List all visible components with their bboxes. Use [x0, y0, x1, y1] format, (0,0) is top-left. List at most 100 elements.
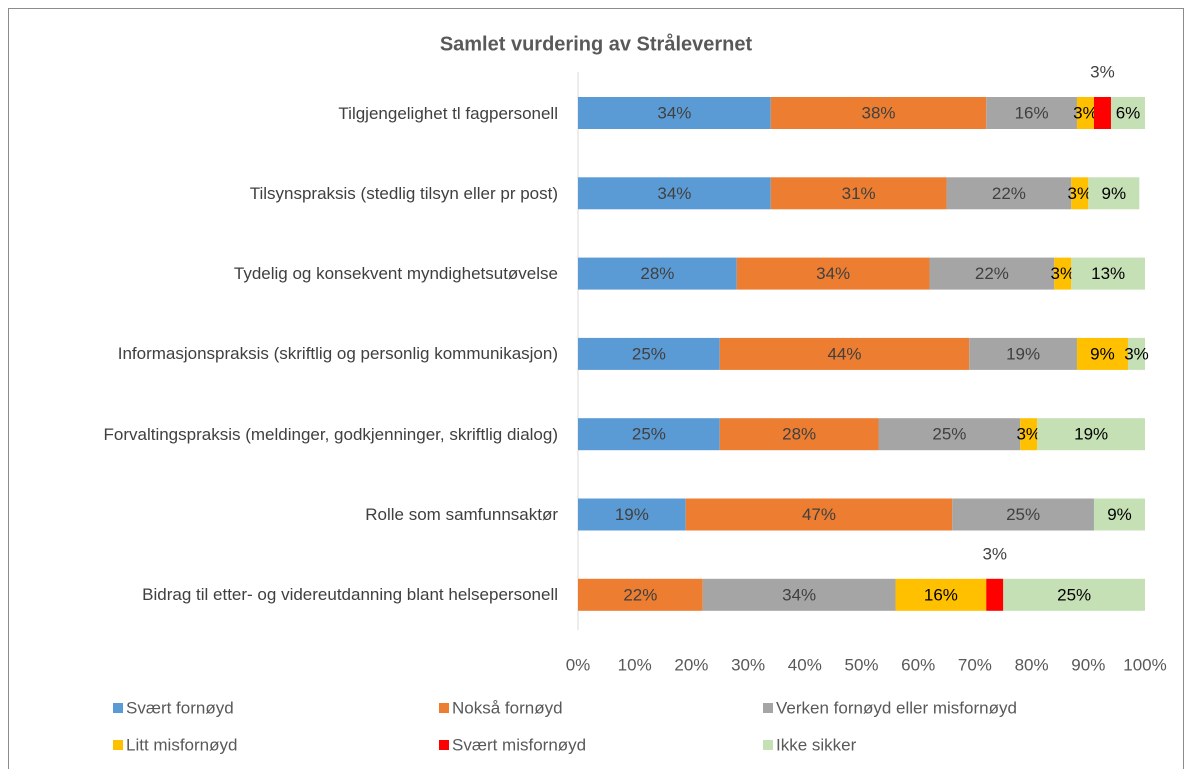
- category-text: Informasjonspraksis (skriftlig og person…: [117, 344, 558, 364]
- bar-segment: [929, 257, 1055, 290]
- x-tick-label: 30%: [731, 655, 765, 674]
- x-tick-label: 0%: [566, 655, 591, 674]
- value-label: 22%: [623, 585, 657, 604]
- bar-segment: [1088, 177, 1140, 210]
- bar-segment: [578, 418, 720, 451]
- chart-border: [8, 8, 1184, 769]
- value-label: 9%: [1102, 184, 1127, 203]
- bar-segment: [702, 578, 896, 611]
- bar-segment: [1071, 177, 1089, 210]
- value-label: 34%: [816, 264, 850, 283]
- category-label: Tilgjengelighet tl fagpersonell: [8, 83, 558, 143]
- value-label: 34%: [657, 103, 691, 122]
- bar-segment: [578, 257, 737, 290]
- bar-segment: [685, 498, 953, 531]
- legend-label: Verken fornøyd eller misfornøyd: [776, 698, 1017, 717]
- legend-label: Ikke sikker: [776, 735, 857, 754]
- value-label: 3%: [982, 544, 1007, 563]
- x-tick-label: 10%: [618, 655, 652, 674]
- value-label: 3%: [1068, 184, 1093, 203]
- x-tick-label: 50%: [844, 655, 878, 674]
- value-label: 3%: [1016, 425, 1041, 444]
- bar-segment: [1127, 337, 1145, 370]
- value-label: 22%: [992, 184, 1026, 203]
- legend-swatch: [113, 703, 123, 713]
- category-text: Rolle som samfunnsaktør: [365, 505, 558, 524]
- category-text: Bidrag til etter- og videreutdanning bla…: [142, 585, 558, 605]
- value-label: 25%: [632, 425, 666, 444]
- legend-swatch: [439, 740, 449, 750]
- bar-segment: [719, 418, 879, 451]
- value-label: 44%: [827, 344, 861, 363]
- category-label: Bidrag til etter- og videreutdanning bla…: [8, 565, 558, 625]
- bar-segment: [770, 177, 947, 210]
- bar-segment: [578, 498, 686, 531]
- bar-segment: [1076, 337, 1128, 370]
- x-tick-label: 70%: [958, 655, 992, 674]
- bar-segment: [1020, 418, 1038, 451]
- category-label: Tilsynspraksis (stedlig tilsyn eller pr …: [8, 163, 558, 223]
- value-label: 31%: [842, 184, 876, 203]
- legend-label: Litt misfornøyd: [126, 735, 237, 754]
- legend-swatch: [763, 703, 773, 713]
- legend-label: Svært fornøyd: [126, 698, 234, 717]
- value-label: 25%: [1006, 505, 1040, 524]
- bar-segment: [770, 97, 987, 129]
- value-label: 38%: [861, 103, 895, 122]
- x-tick-label: 60%: [901, 655, 935, 674]
- category-label: Rolle som samfunnsaktør: [8, 485, 558, 545]
- x-tick-label: 90%: [1071, 655, 1105, 674]
- x-tick-label: 40%: [788, 655, 822, 674]
- value-label: 28%: [640, 264, 674, 283]
- x-tick-label: 80%: [1015, 655, 1049, 674]
- category-text: Tilgjengelighet tl fagpersonell: [338, 103, 558, 123]
- legend-label: Nokså fornøyd: [452, 698, 563, 717]
- bar-segment: [1110, 97, 1145, 129]
- value-label: 16%: [924, 585, 958, 604]
- category-label: Informasjonspraksis (skriftlig og person…: [8, 324, 558, 384]
- bar-segment: [1093, 498, 1145, 531]
- bar-segment: [1093, 97, 1111, 129]
- x-tick-label: 20%: [674, 655, 708, 674]
- category-label: Forvaltingspraksis (meldinger, godkjenni…: [8, 404, 559, 464]
- bar-segment: [986, 97, 1077, 129]
- category-text: Tilsynspraksis (stedlig tilsyn eller pr …: [249, 183, 558, 203]
- category-label: Tydelig og konsekvent myndighetsutøvelse: [8, 244, 558, 304]
- value-label: 28%: [782, 425, 816, 444]
- value-label: 3%: [1124, 344, 1149, 363]
- legend-swatch: [763, 740, 773, 750]
- value-label: 3%: [1073, 103, 1098, 122]
- value-label: 6%: [1116, 103, 1141, 122]
- value-label: 25%: [1057, 585, 1091, 604]
- bar-segment: [952, 498, 1094, 531]
- bar-segment: [986, 578, 1004, 611]
- bar-segment: [1076, 97, 1094, 129]
- bar-segment: [578, 177, 771, 210]
- value-label: 34%: [782, 585, 816, 604]
- legend-swatch: [113, 740, 123, 750]
- value-label: 25%: [632, 344, 666, 363]
- value-label: 9%: [1107, 505, 1132, 524]
- value-label: 22%: [975, 264, 1009, 283]
- chart-title: Samlet vurdering av Strålevernet: [440, 32, 753, 55]
- value-label: 25%: [932, 425, 966, 444]
- value-label: 19%: [1074, 425, 1108, 444]
- bar-segment: [736, 257, 930, 290]
- bar-segment: [969, 337, 1077, 370]
- legend-swatch: [439, 703, 449, 713]
- value-label: 19%: [1006, 344, 1040, 363]
- value-label: 47%: [802, 505, 836, 524]
- bar-segment: [578, 578, 703, 611]
- value-label: 3%: [1090, 62, 1115, 81]
- value-label: 13%: [1091, 264, 1125, 283]
- bar-segment: [878, 418, 1021, 451]
- value-label: 16%: [1015, 103, 1049, 122]
- value-label: 3%: [1050, 264, 1075, 283]
- bar-segment: [946, 177, 1072, 210]
- bar-segment: [1054, 257, 1072, 290]
- x-tick-label: 100%: [1123, 655, 1166, 674]
- value-label: 19%: [615, 505, 649, 524]
- bar-segment: [1037, 418, 1145, 451]
- category-text: Forvaltingspraksis (meldinger, godkjenni…: [103, 424, 559, 444]
